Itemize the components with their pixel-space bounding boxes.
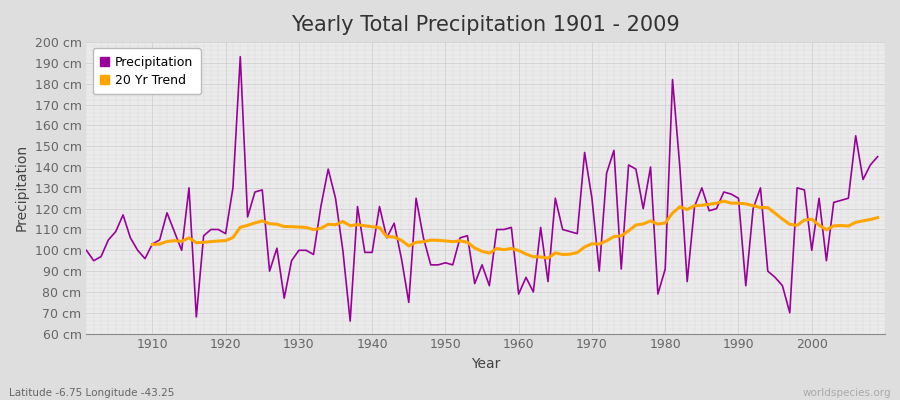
20 Yr Trend (520, 252, 531, 256)
X-axis label: Year: Year (471, 357, 500, 371)
Title: Yearly Total Precipitation 1901 - 2009: Yearly Total Precipitation 1901 - 2009 (292, 15, 680, 35)
Text: Latitude -6.75 Longitude -43.25: Latitude -6.75 Longitude -43.25 (9, 388, 175, 398)
Text: worldspecies.org: worldspecies.org (803, 388, 891, 398)
Precipitation (872, 154, 883, 159)
20 Yr Trend (316, 226, 327, 231)
20 Yr Trend (147, 242, 158, 247)
Line: 20 Yr Trend: 20 Yr Trend (152, 201, 878, 258)
20 Yr Trend (828, 224, 839, 228)
Precipitation (235, 54, 246, 59)
20 Yr Trend (872, 215, 883, 220)
Precipitation (520, 275, 531, 280)
20 Yr Trend (850, 220, 861, 225)
Precipitation (140, 256, 150, 261)
Y-axis label: Precipitation: Precipitation (15, 144, 29, 232)
20 Yr Trend (718, 199, 729, 204)
Line: Precipitation: Precipitation (86, 57, 878, 321)
Precipitation (359, 250, 370, 255)
Precipitation (528, 290, 539, 294)
Precipitation (616, 267, 626, 272)
Precipitation (345, 319, 356, 324)
Precipitation (308, 252, 319, 257)
20 Yr Trend (587, 241, 598, 246)
20 Yr Trend (543, 256, 553, 260)
Legend: Precipitation, 20 Yr Trend: Precipitation, 20 Yr Trend (93, 48, 201, 94)
Precipitation (81, 248, 92, 253)
20 Yr Trend (286, 224, 297, 229)
